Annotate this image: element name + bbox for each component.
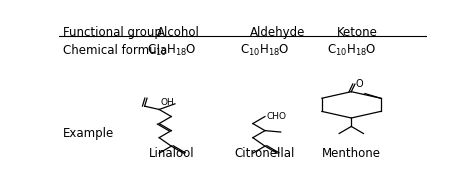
Text: Functional group: Functional group [63,26,162,39]
Text: C$_{10}$H$_{18}$O: C$_{10}$H$_{18}$O [146,43,196,58]
Text: Linalool: Linalool [148,147,194,160]
Text: Chemical formula: Chemical formula [63,44,167,57]
Text: Menthone: Menthone [322,147,381,160]
Text: CHO: CHO [267,112,287,121]
Text: Example: Example [63,127,114,140]
Text: C$_{10}$H$_{18}$O: C$_{10}$H$_{18}$O [327,43,376,58]
Text: C$_{10}$H$_{18}$O: C$_{10}$H$_{18}$O [240,43,290,58]
Text: OH: OH [161,98,175,107]
Text: Citronellal: Citronellal [235,147,295,160]
Text: Ketone: Ketone [337,26,377,39]
Text: O: O [356,79,363,89]
Text: Alcohol: Alcohol [156,26,200,39]
Text: Aldehyde: Aldehyde [250,26,306,39]
